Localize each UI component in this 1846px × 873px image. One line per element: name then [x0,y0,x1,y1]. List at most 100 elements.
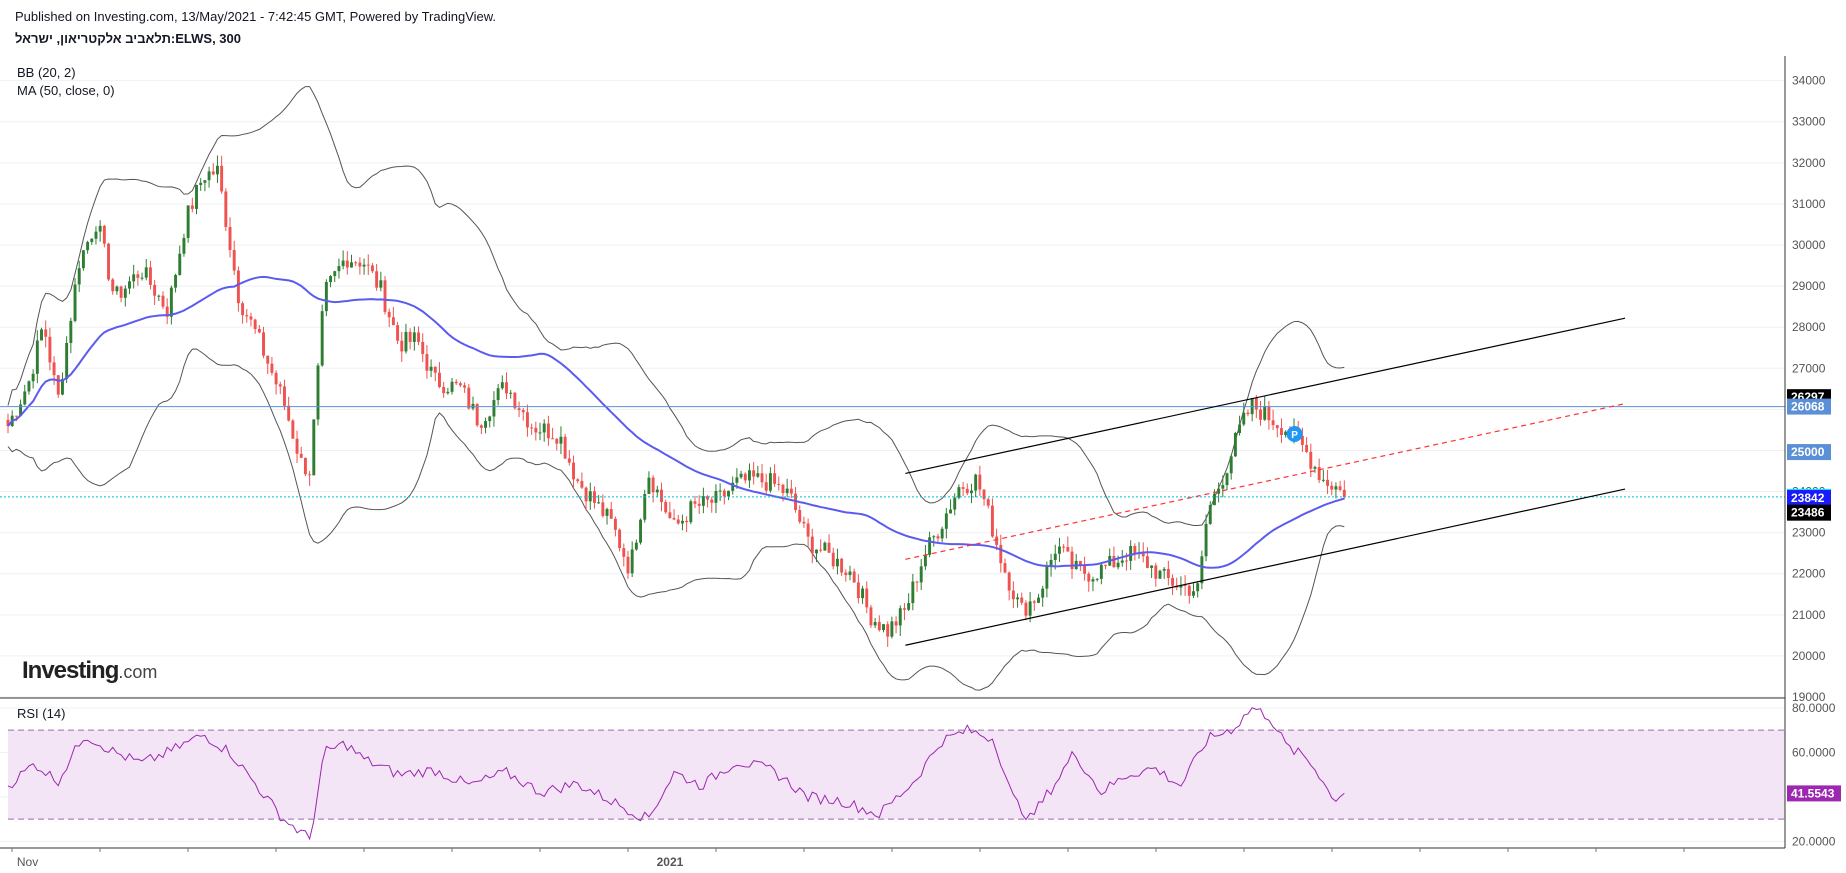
candle-body [1141,552,1145,557]
candle-body [253,319,257,330]
candle-body [957,487,961,498]
candle-body [295,438,299,454]
candle-body [165,306,169,317]
candle-body [396,325,400,341]
candle-body [283,386,286,406]
candle-body [1330,485,1334,490]
candle-body [923,554,927,567]
candle-body [815,549,818,554]
candle-body [341,260,345,267]
candle-body [1338,486,1342,490]
indicator-bb-label[interactable]: BB (20, 2) [17,65,76,80]
rsi-tag-label: 41.5543 [1791,786,1835,800]
candle-body [1242,412,1246,425]
candle-body [496,388,500,401]
candle-body [1229,456,1233,474]
candle-body [752,470,756,477]
price-tick-label: 20000 [1792,649,1826,663]
price-tick-label: 21000 [1792,608,1826,622]
channel-upper-line [905,317,1626,475]
candle-body [1259,409,1262,420]
price-tick-label: 32000 [1792,156,1826,170]
candle-body [1083,564,1087,574]
candle-body [111,279,115,292]
candle-body [869,607,873,626]
candle-body [245,315,249,317]
candle-body [546,423,550,439]
candle-body [831,552,835,567]
candle-body [77,268,81,285]
candle-body [567,458,571,463]
candle-body [132,274,136,282]
candle-body [978,474,982,490]
candle-body [915,581,919,583]
candle-body [1321,479,1325,481]
candle-body [236,270,240,304]
candle-body [128,281,131,289]
rsi-line-group [7,707,1345,841]
candle-body [844,572,848,576]
candle-body [626,556,630,574]
candle-body [756,473,760,477]
candle-body [1057,546,1061,554]
candles [6,155,1346,647]
candle-body [668,512,672,518]
candle-body [940,528,944,539]
candle-body [1187,585,1191,596]
candle-body [1196,583,1200,592]
candle-body [634,542,638,550]
candle-body [1326,479,1330,486]
price-tag-label: 25000 [1791,445,1825,459]
candle-body [693,501,697,504]
candle-body [262,332,265,356]
candle-body [710,499,714,503]
candle-body [731,482,735,491]
candle-body [379,280,383,288]
candle-body [768,473,772,491]
candle-body [463,385,467,388]
rsi-band [8,729,1785,820]
candle-body [1049,559,1053,567]
candle-body [1280,428,1283,435]
indicator-ma-label[interactable]: MA (50, close, 0) [17,83,115,98]
candle-body [685,520,689,523]
candle-body [542,423,546,433]
candle-body [358,262,362,267]
candle-body [505,382,508,394]
candle-body [375,271,379,288]
candle-body [484,421,488,428]
candle-body [1104,564,1107,566]
candle-body [266,355,270,364]
price-tick-label: 34000 [1792,74,1826,88]
candle-body [588,491,592,502]
bollinger-bands [7,86,1345,691]
candle-body [680,520,684,524]
candle-body [1099,564,1103,579]
candle-body [798,510,802,522]
price-tag [1787,398,1831,415]
candle-body [442,386,446,394]
candle-body [107,243,110,280]
candle-body [898,608,902,626]
candle-body [161,295,165,307]
candle-body [1200,556,1204,584]
candle-body [525,412,529,428]
candle-body [593,491,596,503]
candle-body [73,284,77,321]
candle-body [655,489,659,493]
price-tick-label: 22000 [1792,567,1826,581]
candle-body [220,165,224,192]
candle-body [119,286,123,298]
candle-body [178,253,182,275]
candle-body [848,571,852,576]
price-tags: 26297260682500023870238422348641.5543 [1787,389,1841,802]
indicator-rsi-label[interactable]: RSI (14) [17,706,66,721]
candle-body [86,242,90,251]
candle-body [970,490,973,494]
candle-body [27,381,31,392]
candle-body [370,265,374,272]
candle-body [576,479,580,482]
candle-body [1204,523,1208,557]
candle-body [902,608,906,610]
